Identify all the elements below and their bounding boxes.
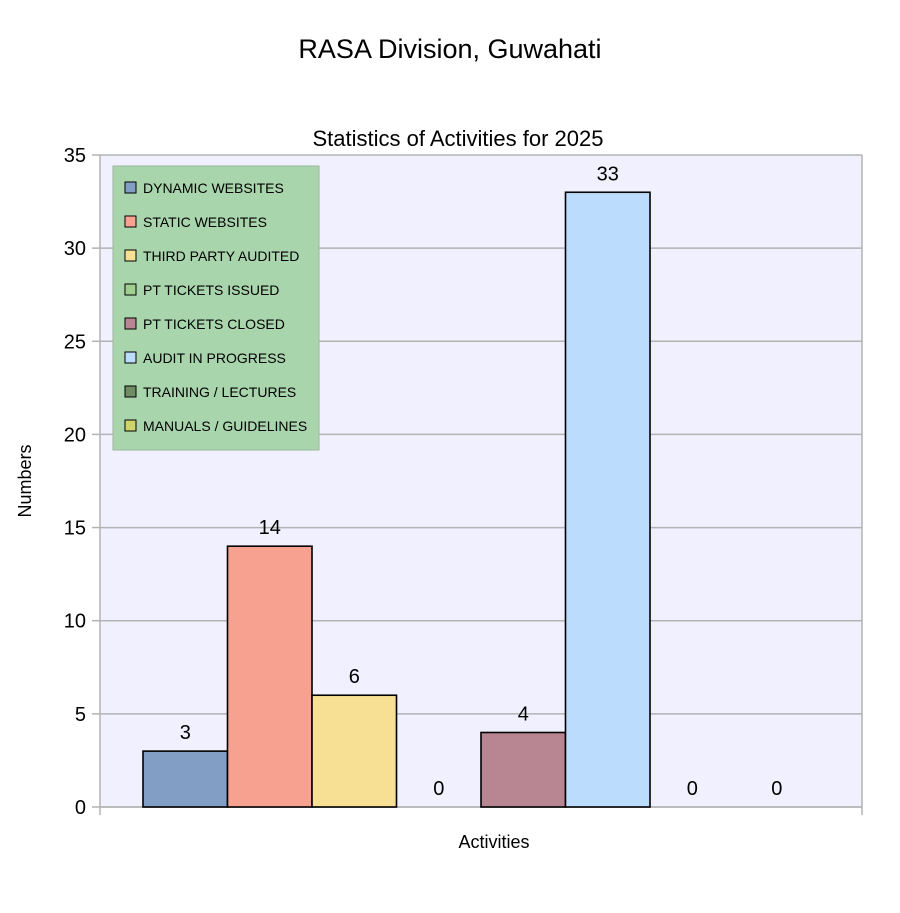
data-label: 14 bbox=[259, 517, 281, 539]
data-label: 3 bbox=[180, 722, 191, 744]
chart-title: Statistics of Activities for 2025 bbox=[312, 126, 603, 151]
legend-swatch bbox=[124, 181, 137, 194]
legend-label: PT TICKETS CLOSED bbox=[143, 316, 285, 332]
bar-dynamic-websites bbox=[142, 750, 229, 808]
legend-box bbox=[112, 165, 320, 451]
legend-label: PT TICKETS ISSUED bbox=[143, 282, 279, 298]
page-title: RASA Division, Guwahati bbox=[298, 34, 602, 64]
data-label: 0 bbox=[433, 778, 444, 800]
data-label: 0 bbox=[771, 778, 782, 800]
legend-swatch bbox=[124, 419, 137, 432]
legend-label: MANUALS / GUIDELINES bbox=[143, 418, 307, 434]
data-label: 4 bbox=[518, 703, 529, 725]
y-tick-label: 20 bbox=[64, 424, 86, 446]
legend-label: DYNAMIC WEBSITES bbox=[143, 180, 284, 196]
bar-static-websites bbox=[226, 545, 313, 808]
legend-swatch bbox=[124, 317, 137, 330]
y-tick-label: 5 bbox=[75, 704, 86, 726]
data-label: 6 bbox=[349, 666, 360, 688]
legend-label: STATIC WEBSITES bbox=[143, 214, 267, 230]
legend-label: AUDIT IN PROGRESS bbox=[143, 350, 286, 366]
bar-third-party-audited bbox=[311, 694, 398, 808]
legend-swatch bbox=[124, 351, 137, 364]
legend-label: TRAINING / LECTURES bbox=[143, 384, 296, 400]
y-tick-label: 25 bbox=[64, 331, 86, 353]
legend-swatch bbox=[124, 215, 137, 228]
y-tick-label: 30 bbox=[64, 238, 86, 260]
legend-swatch bbox=[124, 249, 137, 262]
legend: DYNAMIC WEBSITES STATIC WEBSITES THIRD PAR… bbox=[112, 165, 320, 451]
legend-swatch bbox=[124, 385, 137, 398]
x-axis-title: Activities bbox=[458, 832, 529, 852]
y-tick-label: 10 bbox=[64, 611, 86, 633]
bar-pt-tickets-closed bbox=[480, 731, 567, 808]
legend-swatch bbox=[124, 283, 137, 296]
data-label: 33 bbox=[597, 163, 619, 185]
legend-label: THIRD PARTY AUDITED bbox=[143, 248, 299, 264]
y-axis-title: Numbers bbox=[15, 444, 35, 517]
bar-audit-in-progress bbox=[564, 191, 651, 808]
data-label: 0 bbox=[687, 778, 698, 800]
y-tick-label: 15 bbox=[64, 518, 86, 540]
y-tick-label: 0 bbox=[75, 797, 86, 819]
y-tick-label: 35 bbox=[64, 145, 86, 167]
